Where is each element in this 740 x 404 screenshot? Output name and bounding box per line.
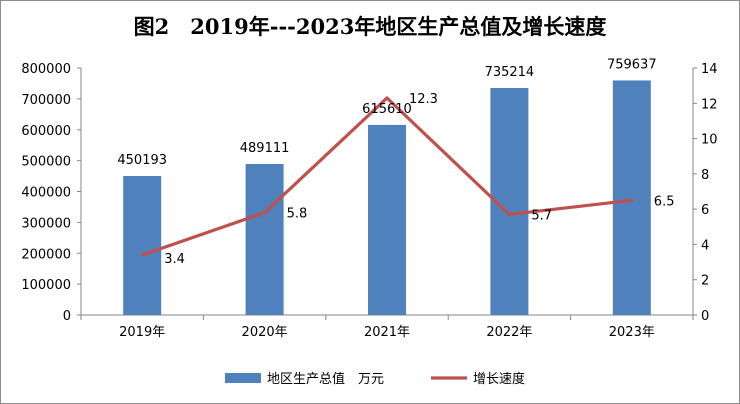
right-tick-label: 10 [701,133,718,148]
right-tick-label: 4 [701,238,709,253]
bar-value-label: 489111 [240,141,290,156]
line-series [140,96,634,257]
left-tick-label: 500000 [21,155,71,170]
line-value-label: 12.3 [409,92,438,107]
chart-title: 图2 2019年---2023年地区生产总值及增长速度 [134,14,607,39]
bar-value-label: 615610 [362,102,412,117]
right-tick-label: 6 [701,203,709,218]
bar [612,80,651,316]
legend: 地区生产总值 万元 增长速度 [225,371,525,387]
left-tick-label: 400000 [21,186,71,201]
bar [245,163,284,315]
line-value-label: 5.8 [287,207,308,222]
left-tick-label: 800000 [21,62,71,77]
left-tick-label: 0 [63,309,71,324]
left-tick-label: 100000 [21,278,71,293]
legend-bar-label: 地区生产总值 万元 [267,371,384,387]
x-tick-label: 2020年 [242,325,288,340]
left-tick-label: 600000 [21,124,71,139]
left-tick-label: 700000 [21,93,71,108]
right-tick-label: 12 [701,97,718,112]
right-tick-label: 2 [701,274,709,289]
bar [368,124,406,315]
legend-bar-swatch [225,373,261,383]
right-tick-label: 14 [701,62,718,77]
legend-line-label: 增长速度 [473,371,525,387]
line-value-label: 6.5 [654,194,675,209]
left-tick-label: 200000 [21,247,71,262]
data-labels: 450193 489111 615610 735214 759637 3.4 5.8 12.3… [117,57,674,267]
bar-value-label: 450193 [117,153,167,168]
bar-value-label: 759637 [607,57,657,72]
right-tick-label: 8 [701,168,709,183]
axes: 0 100000 200000 300000 400000 500000 600000 700… [21,62,717,340]
right-tick-label: 0 [701,309,709,324]
line-value-label: 5.7 [531,208,552,223]
left-tick-label: 300000 [21,216,71,231]
x-tick-label: 2022年 [486,325,532,340]
x-tick-label: 2019年 [119,325,165,340]
line-value-label: 3.4 [164,252,185,267]
x-tick-label: 2023年 [609,325,655,340]
bar [123,176,162,315]
bar-value-label: 735214 [485,65,535,80]
x-tick-label: 2021年 [364,325,410,340]
growth-line [140,96,634,257]
